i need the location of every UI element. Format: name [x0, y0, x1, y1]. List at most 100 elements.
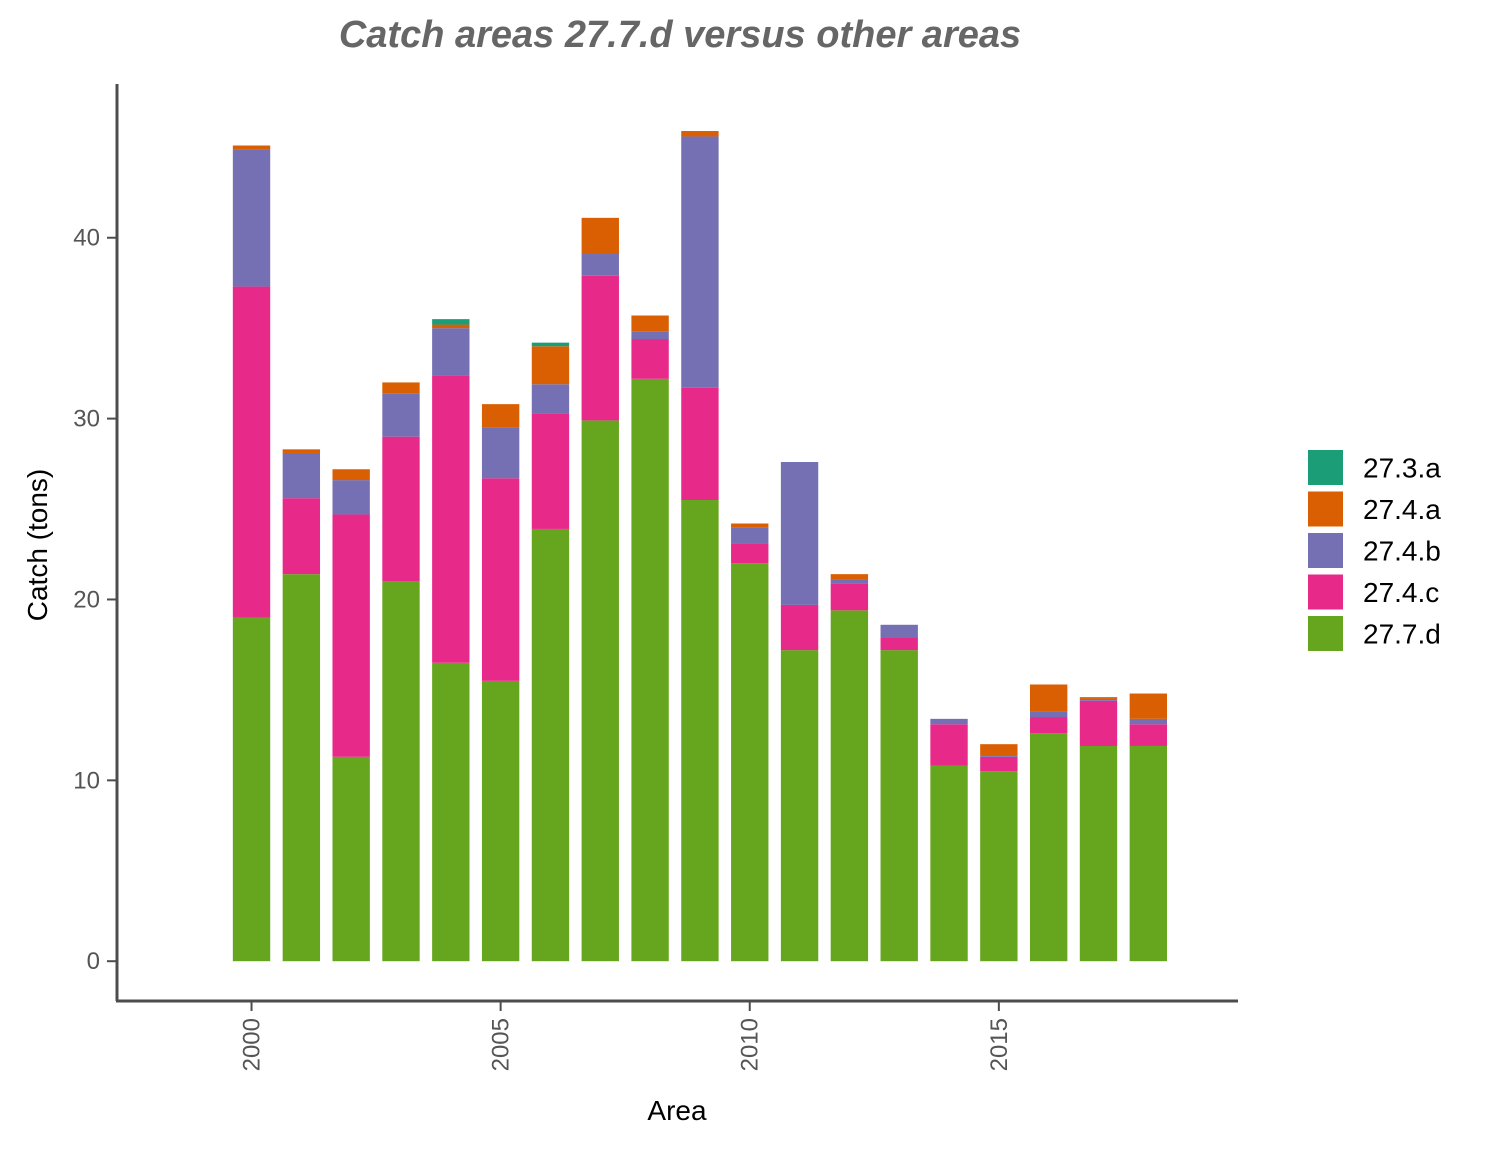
bar-segment-2016-27-4-c	[1029, 717, 1068, 734]
bar-segment-2006-27-3-a	[531, 342, 570, 347]
bar-segment-2006-27-4-b	[531, 384, 570, 414]
bar-segment-2007-27-4-a	[581, 217, 619, 255]
bar-segment-2003-27-4-c	[382, 436, 420, 582]
bar-segment-2000-27-7-d	[232, 617, 271, 962]
legend-label: 27.4.c	[1363, 577, 1439, 608]
bar-segment-2010-27-4-a	[731, 523, 769, 528]
bar-segment-2017-27-7-d	[1079, 745, 1118, 962]
bar-segment-2016-27-4-b	[1029, 711, 1068, 718]
bar-segment-2017-27-4-c	[1079, 700, 1118, 746]
bar-segment-2004-27-4-c	[432, 375, 470, 663]
bar-segment-2003-27-4-a	[382, 382, 420, 394]
bar-segment-2015-27-7-d	[980, 771, 1018, 962]
bar-segment-2010-27-4-b	[731, 527, 769, 544]
bar-segment-2014-27-7-d	[930, 765, 968, 962]
bar-segment-2002-27-4-c	[332, 514, 370, 757]
bar-segment-2005-27-4-b	[481, 427, 520, 479]
x-tick-label: 2010	[737, 1018, 764, 1071]
bar-segment-2004-27-7-d	[432, 662, 470, 962]
legend-label: 27.7.d	[1363, 619, 1441, 650]
bar-segment-2006-27-4-a	[531, 346, 570, 385]
bars-layer	[232, 131, 1168, 962]
y-ticks: 0 10 20 30 40	[73, 225, 117, 975]
bar-segment-2014-27-4-b	[930, 718, 968, 725]
x-tick-label: 2005	[488, 1018, 515, 1071]
bar-segment-2010-27-4-c	[731, 543, 769, 564]
x-axis-title: Area	[647, 1095, 707, 1126]
bar-segment-2012-27-4-b	[830, 579, 869, 584]
bar-segment-2001-27-4-b	[282, 452, 321, 499]
legend-key-27-7-d	[1308, 616, 1343, 651]
y-tick-label: 0	[87, 948, 100, 975]
bar-segment-2018-27-4-b	[1129, 718, 1168, 725]
bar-segment-2007-27-4-c	[581, 275, 619, 421]
bar-segment-2009-27-4-b	[681, 136, 719, 388]
bar-segment-2002-27-4-b	[332, 480, 370, 515]
legend-key-27-4-a	[1308, 491, 1343, 527]
bar-segment-2004-27-4-b	[432, 328, 470, 376]
y-tick-label: 10	[73, 767, 100, 794]
x-tick-label: 2015	[986, 1018, 1013, 1071]
bar-segment-2003-27-7-d	[382, 581, 420, 962]
bar-segment-2004-27-4-a	[432, 324, 470, 329]
y-tick-label: 20	[73, 586, 100, 613]
bar-segment-2013-27-4-b	[880, 624, 918, 638]
legend-key-27-4-c	[1308, 574, 1343, 610]
bar-segment-2001-27-4-a	[282, 449, 321, 453]
bar-segment-2008-27-7-d	[631, 378, 669, 962]
bar-segment-2002-27-7-d	[332, 756, 370, 962]
bar-segment-2012-27-4-a	[830, 574, 869, 580]
bar-segment-2002-27-4-a	[332, 469, 370, 481]
bar-segment-2004-27-3-a	[432, 319, 470, 325]
bar-segment-2001-27-7-d	[282, 574, 321, 962]
bar-segment-2015-27-4-b	[980, 755, 1018, 757]
bar-segment-2000-27-4-b	[232, 149, 271, 287]
bar-segment-2014-27-4-c	[930, 724, 968, 766]
bar-segment-2015-27-4-c	[980, 756, 1018, 772]
bar-segment-2007-27-7-d	[581, 420, 619, 962]
chart-title: Catch areas 27.7.d versus other areas	[338, 14, 1022, 56]
x-tick-label: 2000	[239, 1018, 266, 1071]
bar-segment-2013-27-4-c	[880, 637, 918, 651]
bar-segment-2007-27-4-b	[581, 254, 619, 276]
bar-segment-2018-27-4-a	[1129, 693, 1168, 719]
bar-segment-2018-27-7-d	[1129, 745, 1168, 962]
bar-segment-2005-27-7-d	[481, 680, 520, 962]
bar-segment-2018-27-4-c	[1129, 724, 1168, 746]
bar-segment-2011-27-7-d	[780, 650, 819, 962]
bar-segment-2000-27-4-c	[232, 286, 271, 618]
bar-segment-2009-27-7-d	[681, 500, 719, 962]
y-tick-label: 30	[73, 406, 100, 433]
bar-segment-2011-27-4-c	[780, 604, 819, 651]
bar-segment-2008-27-4-b	[631, 331, 669, 340]
bar-segment-2008-27-4-a	[631, 315, 669, 332]
legend-key-27-4-b	[1308, 533, 1343, 568]
bar-segment-2009-27-4-a	[681, 131, 719, 137]
bar-segment-2006-27-7-d	[531, 528, 570, 962]
bar-segment-2010-27-7-d	[731, 563, 769, 962]
bar-segment-2006-27-4-c	[531, 413, 570, 529]
bar-segment-2012-27-4-c	[830, 583, 869, 611]
bar-segment-2016-27-4-a	[1029, 684, 1068, 712]
bar-segment-2005-27-4-a	[481, 404, 520, 428]
legend-label: 27.4.b	[1363, 536, 1441, 567]
bar-segment-2013-27-7-d	[880, 650, 918, 962]
bar-segment-2005-27-4-c	[481, 478, 520, 681]
bar-segment-2015-27-4-a	[980, 744, 1018, 756]
y-axis-title: Catch (tons)	[22, 469, 53, 622]
x-ticks: 2000 2005 2010 2015	[239, 1001, 1013, 1071]
y-tick-label: 40	[73, 225, 100, 252]
bar-segment-2017-27-4-b	[1079, 698, 1118, 701]
bar-segment-2012-27-7-d	[830, 610, 869, 962]
legend-label: 27.4.a	[1363, 494, 1441, 525]
bar-segment-2009-27-4-c	[681, 387, 719, 500]
bar-segment-2017-27-4-a	[1079, 697, 1118, 699]
bar-segment-2000-27-4-a	[232, 145, 271, 150]
bar-segment-2003-27-4-b	[382, 393, 420, 437]
bar-segment-2011-27-4-b	[780, 462, 819, 605]
legend-key-27-3-a	[1308, 450, 1343, 485]
bar-segment-2001-27-4-c	[282, 498, 321, 575]
bar-segment-2008-27-4-c	[631, 339, 669, 379]
legend-label: 27.3.a	[1363, 453, 1441, 484]
